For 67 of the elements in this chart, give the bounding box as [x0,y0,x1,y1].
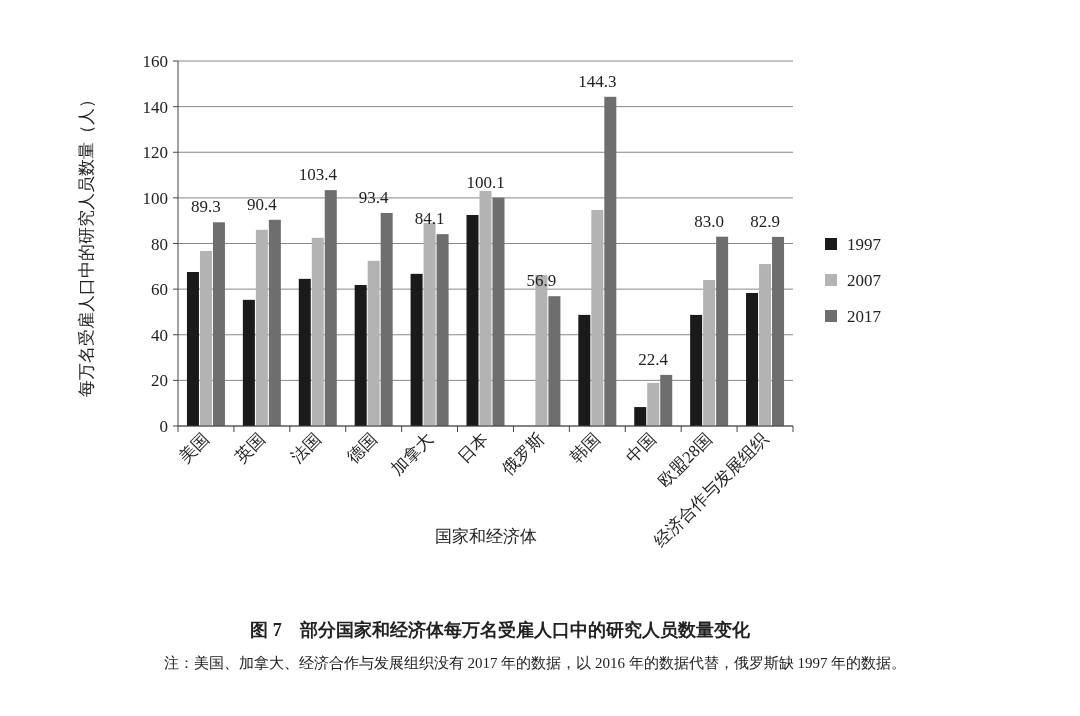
bar [479,191,492,426]
y-tick-label: 20 [151,371,168,391]
bar [660,374,673,426]
text: 注：美国、加拿大、经济合作与发展组织没有 2017 年的数据，以 2016 年的数据代替，俄罗斯缺 1997 年的数据。 [163,655,907,671]
y-tick-label: 60 [151,280,168,300]
bar [759,264,772,426]
x-tick-label: 德国 [343,429,381,467]
x-tick-label: 美国 [175,429,213,467]
data-label: 89.3 [191,197,221,217]
y-tick-label: 140 [142,97,168,117]
y-axis-title: 每万名受雇人口中的研究人员数量（人） [77,90,96,397]
y-tick-label: 0 [159,417,168,436]
bar [380,212,393,426]
data-label: 93.4 [358,187,390,207]
y-tick-label: 80 [151,234,168,254]
legend-label: 2007 [847,271,882,290]
data-label: 56.9 [526,271,557,291]
data-label: 144.3 [578,71,617,91]
bar [410,273,423,426]
bar [423,222,436,426]
data-label: 83.0 [694,211,725,231]
x-tick-label: 加拿大 [386,429,437,479]
bar [324,190,337,426]
y-tick-label: 100 [142,188,168,208]
bar [186,272,199,426]
bar [199,251,212,426]
bar [716,236,729,426]
data-label: 90.4 [246,194,278,214]
legend-label: 1997 [847,235,882,254]
bar [647,382,660,426]
bar [492,197,505,426]
bar [298,278,311,426]
x-tick-label: 英国 [231,429,269,467]
data-label: 84.1 [414,209,445,229]
bar [604,96,617,426]
data-label: 22.4 [638,349,669,369]
bar [690,314,703,426]
y-tick-label: 40 [151,325,168,345]
x-tick-label: 中国 [622,429,661,467]
x-axis-title: 国家和经济体 [434,527,537,546]
bar [268,219,281,426]
legend-label: 2017 [847,307,882,326]
bar [311,237,324,426]
bar [436,234,449,426]
x-tick-label: 日本 [454,429,493,467]
data-label: 100.1 [466,172,505,192]
x-tick-label: 俄罗斯 [498,429,549,479]
bar [212,222,225,426]
data-label: 103.4 [298,165,338,185]
bar [634,407,647,426]
x-tick-label: 法国 [287,429,325,467]
bar [591,209,604,426]
bar [772,236,785,426]
bar [746,293,759,426]
bar [703,280,716,426]
x-tick-label: 韩国 [566,429,605,467]
bar [548,296,561,426]
bar [466,214,479,426]
bar [255,229,268,426]
data-label: 82.9 [750,211,780,231]
text: 图 7 部分国家和经济体每万名受雇人口中的研究人员数量变化 [250,620,751,640]
bar [578,314,591,426]
bar [354,285,367,426]
y-tick-label: 120 [142,143,168,163]
bar [367,260,380,426]
bar [242,299,255,426]
y-tick-label: 160 [142,52,168,71]
